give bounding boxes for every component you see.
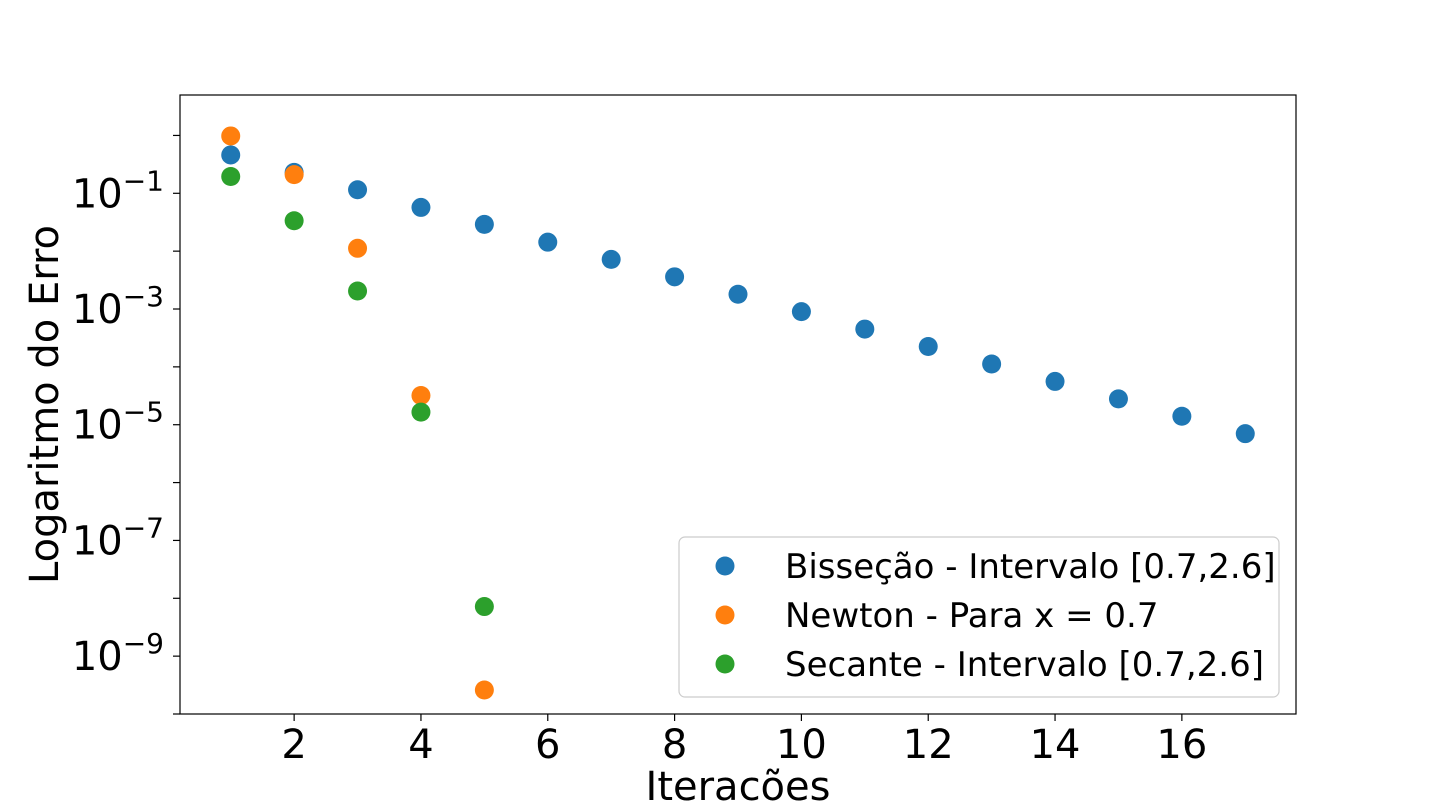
y-tick-base: 10 <box>72 518 123 564</box>
data-point <box>221 167 241 187</box>
legend-marker <box>715 556 735 576</box>
data-point <box>665 267 685 287</box>
x-axis: 2 4 6 8 10 12 14 16 <box>281 714 1207 768</box>
data-point <box>348 238 368 258</box>
y-axis: 10−110−310−510−710−9 <box>72 134 180 715</box>
x-tick-label: 10 <box>776 722 827 768</box>
legend-label: Newton - Para x = 0.7 <box>785 596 1158 636</box>
y-tick-label: 10−1 <box>72 164 164 217</box>
y-axis-label: Logaritmo do Erro <box>22 225 68 584</box>
y-tick-base: 10 <box>72 403 123 449</box>
series-2 <box>221 167 494 617</box>
data-point <box>348 180 368 200</box>
y-tick-label: 10−7 <box>72 511 164 564</box>
y-tick-base: 10 <box>72 634 123 680</box>
x-tick-label: 8 <box>662 722 687 768</box>
data-point <box>1172 406 1192 426</box>
data-point <box>1235 424 1255 444</box>
data-point <box>474 214 494 234</box>
y-tick-base: 10 <box>72 287 123 333</box>
x-tick-label: 12 <box>903 722 954 768</box>
x-tick-label: 14 <box>1030 722 1081 768</box>
x-tick-label: 16 <box>1156 722 1207 768</box>
x-tick-label: 4 <box>408 722 433 768</box>
data-point <box>728 284 748 304</box>
series-0 <box>221 145 1255 444</box>
data-point <box>221 145 241 165</box>
y-tick-exponent: −9 <box>123 627 164 660</box>
y-tick-exponent: −3 <box>123 280 164 313</box>
data-point <box>348 281 368 301</box>
data-point <box>411 197 431 217</box>
y-tick-label: 10−3 <box>72 280 164 333</box>
legend-label: Secante - Intervalo [0.7,2.6] <box>785 645 1264 685</box>
y-tick-exponent: −1 <box>123 164 164 197</box>
data-point <box>791 302 811 322</box>
y-tick-exponent: −5 <box>123 396 164 429</box>
data-point <box>918 336 938 356</box>
y-tick-label: 10−5 <box>72 396 164 449</box>
x-axis-label: Iteracões <box>646 764 831 802</box>
x-tick-label: 2 <box>281 722 306 768</box>
data-point <box>474 597 494 617</box>
plot-marks <box>221 126 1255 700</box>
data-point <box>601 249 621 269</box>
y-tick-base: 10 <box>72 171 123 217</box>
data-point <box>284 211 304 231</box>
y-tick-label: 10−9 <box>72 627 164 680</box>
series-1 <box>221 126 494 700</box>
legend: Bisseção - Intervalo [0.7,2.6] Newton - P… <box>678 536 1280 698</box>
data-point <box>538 232 558 252</box>
data-point <box>1045 371 1065 391</box>
data-point <box>982 354 1002 374</box>
data-point <box>411 385 431 405</box>
data-point <box>411 402 431 422</box>
legend-label: Bisseção - Intervalo [0.7,2.6] <box>785 547 1276 587</box>
x-tick-label: 6 <box>535 722 560 768</box>
y-tick-exponent: −7 <box>123 511 164 544</box>
data-point <box>284 165 304 185</box>
data-point <box>221 126 241 146</box>
data-point <box>855 319 875 339</box>
plot-frame <box>179 94 1297 715</box>
legend-box <box>678 536 1280 698</box>
data-point <box>1108 389 1128 409</box>
legend-marker <box>715 654 735 674</box>
data-point <box>474 680 494 700</box>
legend-marker <box>715 605 735 625</box>
